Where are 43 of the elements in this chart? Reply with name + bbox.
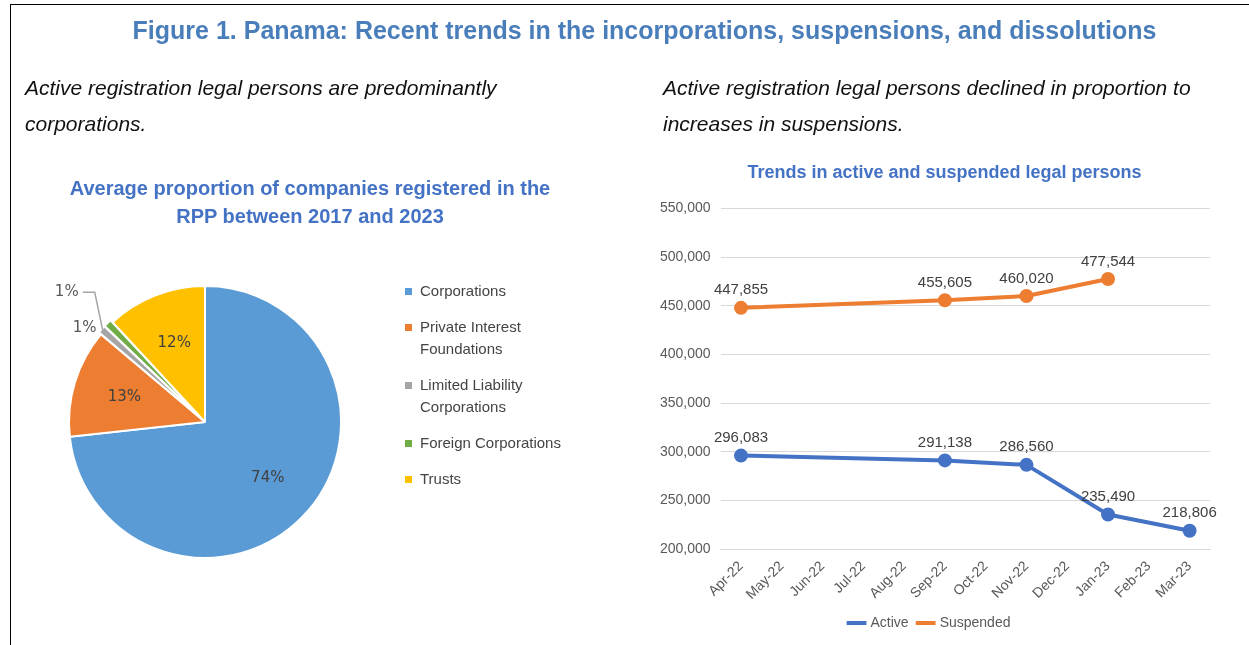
point (734, 300, 748, 315)
legend-label: Private Interest Foundations (420, 317, 522, 359)
data-label: 477,544 (1080, 251, 1136, 269)
point (937, 293, 952, 308)
caption: Figure 1. Panama: Recent trends in the incorporations, suspensions, and dissolutions (131, 16, 1158, 45)
data-label: 460,020 (999, 268, 1054, 286)
point (1019, 457, 1034, 472)
data-label: 12% (157, 333, 191, 352)
point (1182, 523, 1197, 538)
data-label: 286,560 (999, 437, 1054, 455)
data-label: 235,490 (1080, 487, 1136, 505)
y-tick-label: 200,000 (660, 539, 711, 556)
y-tick-label: 500,000 (660, 247, 711, 264)
y-tick-label: 450,000 (660, 296, 711, 313)
legend-label: Active (870, 613, 909, 630)
data-label: 296,083 (713, 428, 769, 446)
chart-subtitle: Active registration legal persons declined in proportion to increases in suspensions. (663, 75, 1192, 137)
point (1101, 271, 1116, 286)
point (1019, 288, 1034, 303)
chart-title: Average proportion of companies registered in the RPP between 2017 and 2023 (68, 176, 552, 229)
y-tick-label: 350,000 (660, 393, 711, 410)
legend-label: Limited Liability Corporations (420, 375, 524, 417)
data-label: 291,138 (917, 433, 973, 451)
chart-subtitle: Active registration legal persons are predominantly corporations. (25, 75, 499, 137)
point (734, 448, 748, 463)
data-label: 447,855 (713, 280, 769, 298)
point (1101, 507, 1116, 522)
data-label: 1% (72, 318, 97, 337)
data-label: 1% (54, 282, 79, 301)
legend-label: Trusts (420, 469, 462, 489)
data-label: 74% (251, 468, 285, 487)
data-label: 13% (107, 387, 142, 406)
data-label: 455,605 (917, 272, 973, 290)
y-tick-label: 550,000 (660, 199, 711, 216)
legend-label: Foreign Corporations (420, 433, 561, 453)
y-tick-label: 250,000 (660, 491, 711, 508)
data-label: 218,806 (1162, 503, 1217, 521)
legend-label: Corporations (420, 281, 506, 301)
chart-title: Trends in active and suspended legal persons (746, 162, 1143, 183)
point (937, 453, 952, 468)
y-tick-label: 400,000 (660, 345, 711, 362)
legend-label: Suspended (939, 613, 1011, 630)
y-tick-label: 300,000 (660, 442, 711, 459)
